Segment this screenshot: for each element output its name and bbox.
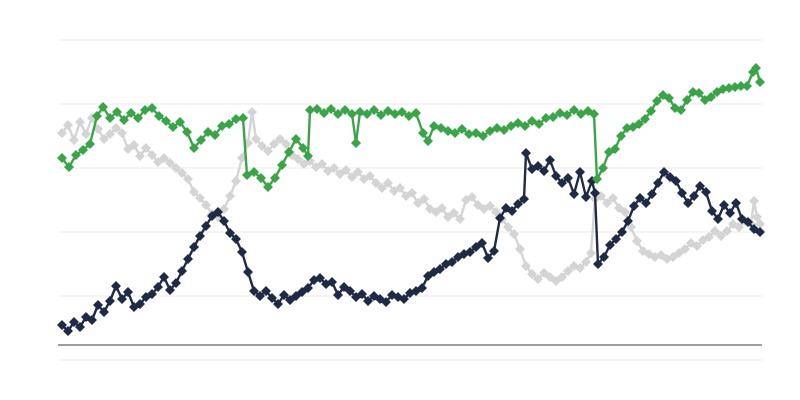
gridlines	[58, 39, 762, 361]
series-navy-series	[57, 148, 765, 336]
gray-series-markers	[57, 107, 765, 286]
green-series-line	[60, 66, 762, 189]
series-gray-series	[57, 107, 765, 286]
navy-series-markers	[57, 148, 765, 336]
navy-series-line	[60, 151, 762, 333]
green-series-markers	[57, 63, 765, 192]
series-green-series	[57, 63, 765, 192]
